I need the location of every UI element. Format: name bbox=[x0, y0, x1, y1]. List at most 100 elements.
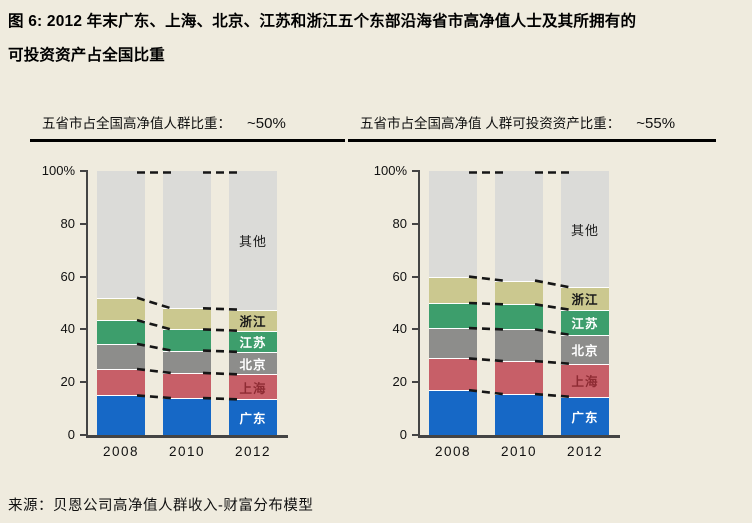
bar-segment bbox=[495, 171, 543, 281]
y-axis-tick bbox=[412, 381, 418, 384]
y-axis-tick-label: 40 bbox=[392, 321, 407, 337]
bar-segment bbox=[163, 171, 211, 309]
chart-title-population: 五省市占全国高净值人群比重： bbox=[42, 116, 231, 131]
dashed-connector bbox=[202, 349, 238, 354]
y-axis-tick bbox=[80, 328, 86, 331]
chart-annotation-assets: ~55% bbox=[636, 115, 676, 132]
bar-segment bbox=[97, 320, 145, 344]
chart-annotation-population: ~50% bbox=[247, 115, 286, 132]
chart-hnwi-population: 五省市占全国高净值人群比重： ~50% 0 20 40 60 80 100% 2008 201… bbox=[30, 112, 345, 471]
y-axis-line bbox=[86, 170, 88, 436]
bar-segment bbox=[495, 394, 543, 435]
dashed-connector bbox=[202, 371, 238, 376]
bar-segment bbox=[495, 329, 543, 362]
y-axis-tick bbox=[80, 222, 86, 225]
plot-area-assets: 0 20 40 60 80 100% 2008 2010 广东 上海 北京 江苏 浙江 其他 2012 bbox=[348, 163, 716, 471]
dashed-connector bbox=[534, 392, 570, 399]
x-axis-label: 2008 bbox=[102, 444, 140, 459]
segment-label: 北京 bbox=[571, 344, 599, 359]
bar-segment bbox=[163, 329, 211, 351]
y-axis-tick-label: 60 bbox=[60, 268, 75, 284]
x-axis-label: 2012 bbox=[234, 444, 272, 459]
y-axis-tick-label: 40 bbox=[60, 321, 75, 337]
figure-title-line1: 图 6: 2012 年末广东、上海、北京、江苏和浙江五个东部沿海省市高净值人士及… bbox=[8, 13, 637, 30]
y-axis-tick-label: 20 bbox=[392, 374, 407, 390]
y-axis-tick bbox=[80, 275, 86, 278]
bar-segment: 广东 bbox=[229, 399, 277, 435]
x-axis-label: 2010 bbox=[500, 444, 538, 459]
y-axis-tick bbox=[412, 222, 418, 225]
segment-label: 广东 bbox=[571, 410, 599, 425]
chart-header-assets: 五省市占全国高净值 人群可投资资产比重： ~55% bbox=[348, 112, 716, 142]
y-axis-tick-label: 80 bbox=[60, 215, 75, 231]
bar-segment bbox=[429, 171, 477, 277]
bar-segment: 北京 bbox=[229, 351, 277, 375]
dashed-connector bbox=[202, 396, 238, 401]
segment-label: 上海 bbox=[239, 381, 267, 396]
dashed-connector bbox=[468, 301, 504, 306]
source-note: 来源：贝恩公司高净值人群收入-财富分布模型 bbox=[8, 498, 314, 514]
y-axis-tick-label: 0 bbox=[399, 427, 407, 442]
segment-label: 浙江 bbox=[239, 315, 267, 330]
x-axis-label: 2010 bbox=[168, 444, 206, 459]
y-axis-tick bbox=[412, 170, 418, 172]
y-axis-tick-label: 100% bbox=[41, 163, 75, 178]
dashed-connector bbox=[202, 328, 238, 333]
bar-segment bbox=[97, 297, 145, 321]
dashed-connector bbox=[534, 359, 570, 366]
bar-segment bbox=[495, 304, 543, 330]
bar-segment bbox=[97, 369, 145, 396]
y-axis-line bbox=[418, 170, 420, 436]
dashed-connector bbox=[136, 367, 172, 375]
bar-segment bbox=[429, 358, 477, 391]
dashed-connector bbox=[534, 328, 570, 336]
bar-segment bbox=[495, 361, 543, 395]
bar-segment bbox=[97, 395, 145, 435]
dashed-connector bbox=[468, 275, 504, 282]
bar-segment bbox=[97, 171, 145, 298]
segment-label: 江苏 bbox=[571, 317, 599, 332]
bar-segment bbox=[429, 303, 477, 329]
dashed-connector bbox=[468, 326, 504, 331]
bar-segment: 广东 bbox=[561, 396, 609, 435]
segment-label: 北京 bbox=[239, 358, 267, 373]
segment-label: 广东 bbox=[239, 412, 267, 427]
bar-segment bbox=[163, 372, 211, 399]
dashed-connector bbox=[202, 306, 238, 311]
dashed-connector bbox=[136, 296, 172, 310]
segment-label: 其他 bbox=[570, 222, 599, 238]
bar-segment: 江苏 bbox=[561, 309, 609, 335]
bar-segment: 浙江 bbox=[561, 287, 609, 310]
bar-segment bbox=[429, 328, 477, 359]
bar-segment bbox=[429, 276, 477, 303]
bar-segment: 江苏 bbox=[229, 330, 277, 352]
dashed-connector bbox=[468, 357, 504, 363]
bar-segment: 其他 bbox=[229, 171, 277, 310]
dashed-connector bbox=[534, 303, 570, 311]
y-axis-tick-label: 80 bbox=[392, 215, 407, 231]
y-axis-tick-label: 20 bbox=[60, 374, 75, 390]
dashed-connector bbox=[534, 279, 570, 289]
plot-area-population: 0 20 40 60 80 100% 2008 2010 广东 上海 北京 江苏 浙江 其他 2012 bbox=[30, 163, 345, 471]
y-axis-tick-label: 0 bbox=[67, 427, 75, 442]
segment-label: 其他 bbox=[238, 233, 267, 249]
bar-segment bbox=[495, 280, 543, 305]
segment-label: 浙江 bbox=[571, 293, 599, 308]
dashed-connector bbox=[468, 388, 504, 396]
segment-label: 上海 bbox=[571, 375, 599, 390]
bar-segment: 其他 bbox=[561, 171, 609, 288]
chart-title-assets: 五省市占全国高净值 人群可投资资产比重： bbox=[360, 116, 621, 131]
y-axis-tick bbox=[80, 170, 86, 172]
y-axis-tick-label: 60 bbox=[392, 268, 407, 284]
y-axis-tick-label: 100% bbox=[373, 163, 407, 178]
y-axis-tick bbox=[80, 381, 86, 384]
x-axis-line bbox=[86, 435, 288, 438]
x-axis-line bbox=[418, 435, 620, 438]
dashed-connector bbox=[136, 342, 172, 352]
y-axis-tick bbox=[412, 328, 418, 331]
connector-overlay bbox=[136, 171, 238, 401]
y-axis-tick bbox=[412, 434, 418, 436]
y-axis-tick bbox=[80, 434, 86, 436]
dashed-connector bbox=[136, 394, 172, 400]
